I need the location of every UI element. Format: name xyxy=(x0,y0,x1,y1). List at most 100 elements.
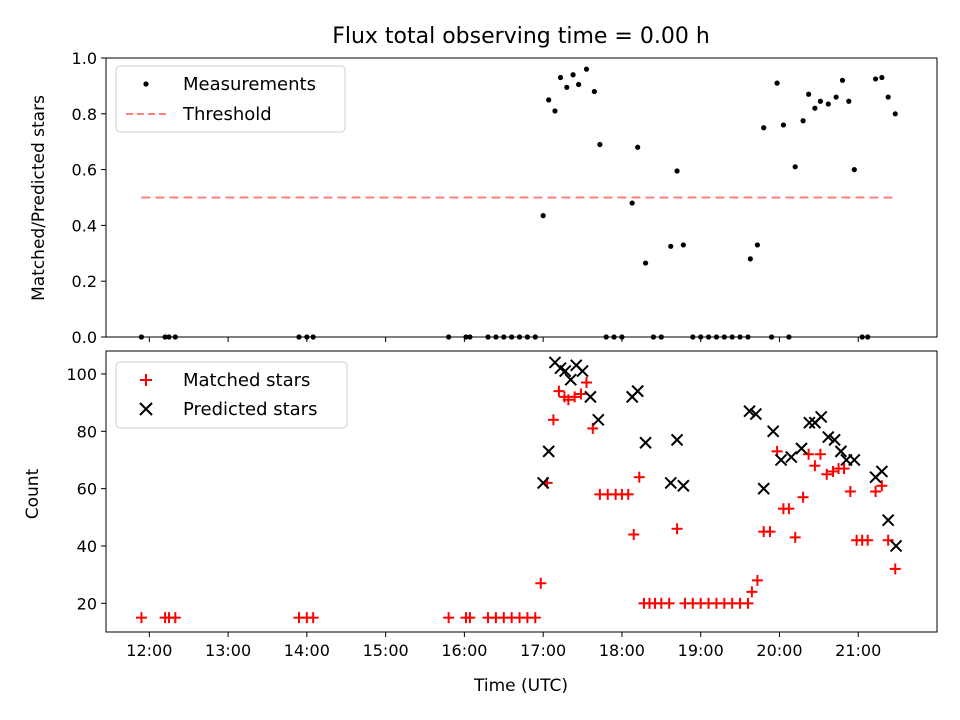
predicted-star-point xyxy=(631,384,644,398)
bottom-y-tick-label: 60 xyxy=(77,480,97,499)
matched-star-point xyxy=(764,526,776,538)
matched-star-point xyxy=(443,612,455,624)
predicted-star-point xyxy=(822,430,835,444)
measurement-point xyxy=(754,242,761,248)
matched-star-point xyxy=(307,612,319,624)
predicted-star-point xyxy=(889,539,903,553)
top-panel: 0.0 0.2 0.4 0.6 0.8 1.0 Matched/Predicted sta… xyxy=(29,49,938,347)
predicted-star-point xyxy=(559,364,572,378)
legend-measurements-label: Measurements xyxy=(183,74,316,95)
bottom-y-tick-label: 40 xyxy=(77,537,97,556)
predicted-star-point xyxy=(677,479,690,492)
bottom-x-ticks: 12:00 13:00 14:00 15:00 16:00 17:00 18:00 19:00… xyxy=(126,632,881,660)
predicted-star-point xyxy=(875,465,889,478)
matched-star-point xyxy=(746,586,758,598)
predicted-star-point xyxy=(815,410,828,424)
matched-star-point xyxy=(789,531,801,543)
predicted-star-point xyxy=(785,450,798,464)
matched-star-point xyxy=(889,563,901,575)
measurement-point xyxy=(583,66,590,72)
matched-star-point xyxy=(821,468,833,480)
top-y-tick-label: 0.0 xyxy=(72,328,97,347)
predicted-star-point xyxy=(803,416,816,429)
top-y-tick-label: 0.6 xyxy=(72,161,97,180)
predicted-star-point xyxy=(584,390,597,404)
measurement-point xyxy=(557,74,564,81)
matched-star-point xyxy=(575,388,587,400)
x-axis-label: Time (UTC) xyxy=(473,676,568,696)
matched-star-point xyxy=(663,597,675,609)
measurement-point xyxy=(825,101,831,107)
measurement-point xyxy=(812,105,818,111)
matched-star-point xyxy=(838,463,850,475)
matched-star-point xyxy=(870,486,882,497)
predicted-star-point xyxy=(542,445,555,458)
legend-matched-label: Matched stars xyxy=(183,370,310,391)
matched-star-point xyxy=(827,465,839,477)
bottom-marks xyxy=(135,356,903,624)
bottom-y-tick-label: 20 xyxy=(77,594,97,613)
measurement-point xyxy=(680,242,686,248)
measurement-point xyxy=(540,213,546,219)
top-legend: Measurements Threshold xyxy=(115,65,346,133)
matched-star-point xyxy=(553,385,565,397)
measurement-point xyxy=(674,168,680,174)
matched-star-point xyxy=(569,391,581,403)
measurement-point xyxy=(546,97,552,103)
x-tick-label: 21:00 xyxy=(835,641,881,660)
matched-star-point xyxy=(535,577,547,589)
top-y-tick-label: 0.8 xyxy=(72,105,97,124)
x-tick-label: 14:00 xyxy=(284,641,330,660)
top-y-axis-label: Matched/Predicted stars xyxy=(29,95,49,301)
top-plot-frame xyxy=(105,57,938,338)
bottom-y-axis-label: Count xyxy=(23,468,43,519)
measurement-point xyxy=(570,72,576,78)
legend-matched-marker xyxy=(140,374,152,386)
matched-star-point xyxy=(814,448,826,460)
x-tick-label: 16:00 xyxy=(441,641,487,660)
measurement-point xyxy=(872,76,879,82)
top-y-tick-label: 0.4 xyxy=(72,216,97,235)
predicted-star-point xyxy=(848,453,861,467)
measurement-point xyxy=(885,94,891,100)
top-y-tick-label: 1.0 xyxy=(72,49,97,68)
matched-star-point xyxy=(862,534,874,546)
x-tick-label: 12:00 xyxy=(126,641,172,660)
matched-star-point xyxy=(844,486,856,497)
measurement-point xyxy=(792,164,798,170)
bottom-plot-frame xyxy=(105,350,938,633)
measurement-point xyxy=(774,80,780,86)
matched-star-point xyxy=(464,612,476,624)
predicted-star-point xyxy=(639,436,652,449)
measurement-point xyxy=(833,94,839,100)
predicted-star-point xyxy=(766,425,780,438)
predicted-star-point xyxy=(670,433,684,447)
bottom-legend: Matched stars Predicted stars xyxy=(115,361,348,429)
measurement-point xyxy=(892,111,898,117)
measurement-point xyxy=(668,243,674,249)
matched-star-point xyxy=(529,612,541,624)
measurement-point xyxy=(817,98,824,104)
predicted-star-point xyxy=(664,476,677,490)
matched-star-point xyxy=(169,612,181,624)
measurement-point xyxy=(552,108,558,114)
matched-star-point xyxy=(135,612,147,624)
top-y-tick-label: 0.2 xyxy=(72,272,97,291)
predicted-star-point xyxy=(795,442,808,455)
measurement-point xyxy=(879,74,885,81)
bottom-panel: 20 40 60 80 100 12:00 13:00 14:00 15:00 16:00 17:… xyxy=(23,350,938,696)
predicted-star-point xyxy=(881,513,895,527)
measurement-point xyxy=(839,77,846,83)
matched-star-point xyxy=(628,529,640,541)
measurement-point xyxy=(576,81,582,88)
x-tick-label: 19:00 xyxy=(678,641,724,660)
top-legend-box xyxy=(115,65,346,133)
measurement-point xyxy=(747,256,753,262)
measurement-point xyxy=(846,98,852,104)
matched-star-point xyxy=(580,377,592,389)
legend-predicted-label: Predicted stars xyxy=(183,399,317,420)
matched-star-point xyxy=(809,460,821,472)
predicted-star-point xyxy=(536,476,550,490)
chart-title: Flux total observing time = 0.00 h xyxy=(332,24,710,49)
